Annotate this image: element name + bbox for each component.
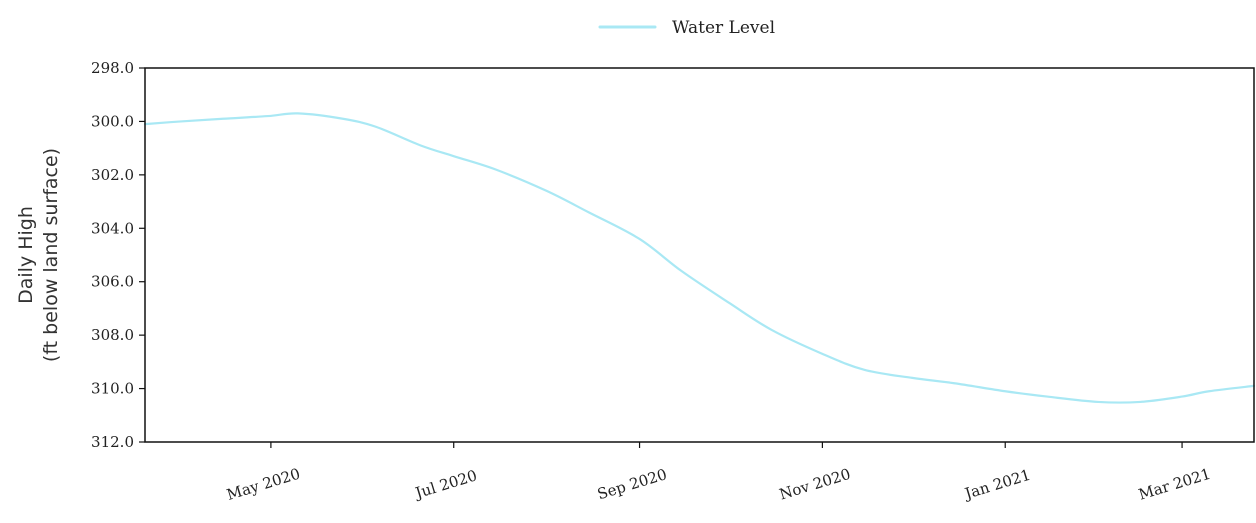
x-tick-label: Mar 2021 <box>1136 465 1212 504</box>
x-axis-ticks: May 2020 Jul 2020 Sep 2020 Nov 2020 Jan 2021… <box>225 442 1213 504</box>
y-tick-label: 300.0 <box>91 112 134 130</box>
series-layer <box>143 112 1256 404</box>
x-tick-label: May 2020 <box>225 465 303 504</box>
legend[interactable]: Water Level <box>598 18 775 38</box>
plot-area-frame <box>144 67 1255 443</box>
y-axis-ticks: 298.0 300.0 302.0 304.0 306.0 308.0 310.0 312.0 <box>91 59 145 451</box>
x-tick-label: Sep 2020 <box>595 465 669 503</box>
y-axis-title: Daily High (ft below land surface) <box>15 148 62 362</box>
y-axis-title-line-1: Daily High <box>15 206 37 304</box>
legend-label-water-level: Water Level <box>672 18 775 38</box>
x-tick-label: Nov 2020 <box>777 465 853 504</box>
y-tick-label: 312.0 <box>91 433 134 451</box>
y-tick-label: 310.0 <box>91 380 134 398</box>
y-tick-label: 298.0 <box>91 59 134 77</box>
series-line-water-level[interactable] <box>143 112 1256 404</box>
y-tick-label: 304.0 <box>91 219 134 237</box>
y-tick-label: 308.0 <box>91 326 134 344</box>
x-tick-label: Jan 2021 <box>961 466 1033 504</box>
x-tick-label: Jul 2020 <box>411 466 479 502</box>
y-axis-title-line-2: (ft below land surface) <box>40 148 62 362</box>
y-tick-label: 306.0 <box>91 273 134 291</box>
y-tick-label: 302.0 <box>91 166 134 184</box>
